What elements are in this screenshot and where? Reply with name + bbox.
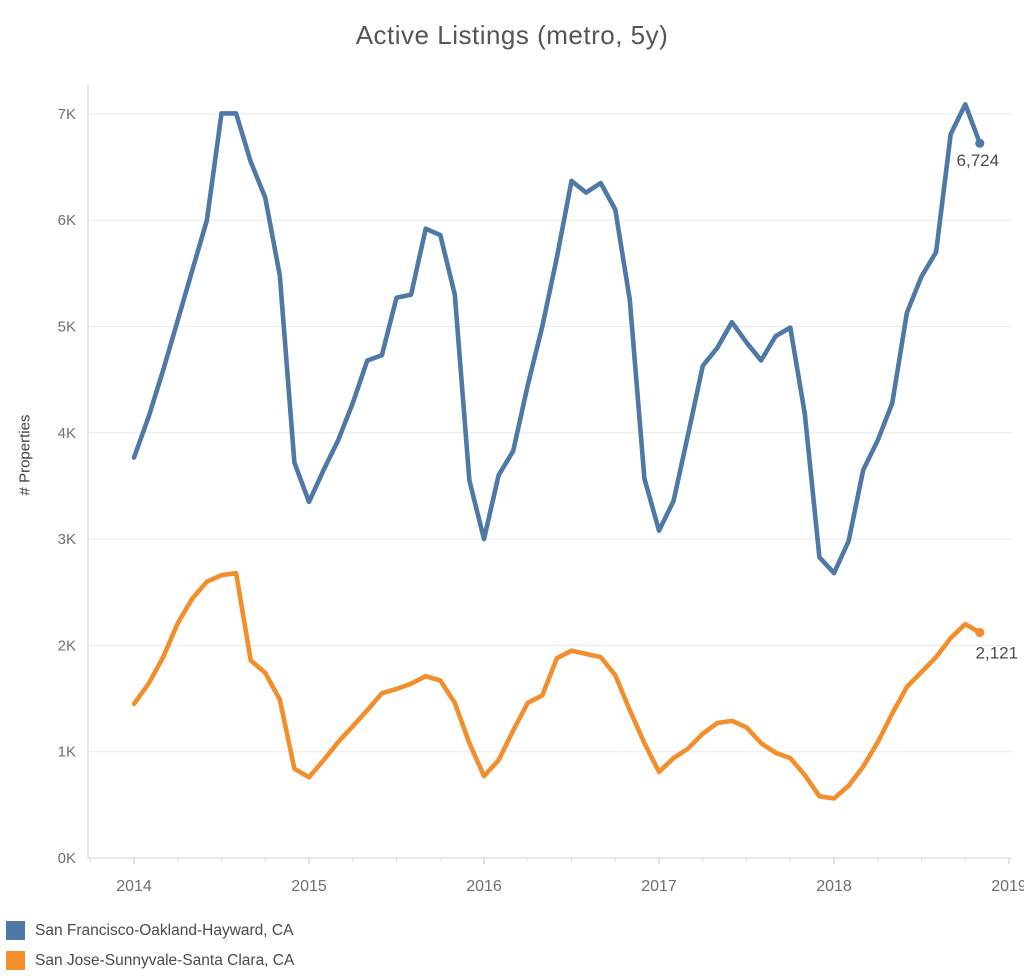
y-tick-label-3K: 3K [58, 531, 76, 548]
legend-label-san-francisco: San Francisco-Oakland-Hayward, CA [35, 921, 294, 939]
legend-swatch-san-jose [6, 951, 25, 970]
end-label-sf: 6,724 [957, 151, 1000, 170]
x-tick-label-2015: 2015 [291, 878, 327, 895]
x-tick-label-2018: 2018 [816, 878, 852, 895]
x-tick-label-2016: 2016 [466, 878, 502, 895]
legend-swatch-san-francisco [6, 921, 25, 940]
x-tick-label-2019: 2019 [991, 878, 1024, 895]
legend-label-san-jose: San Jose-Sunnyvale-Santa Clara, CA [35, 951, 295, 969]
y-tick-label-4K: 4K [58, 425, 76, 442]
legend-item-san-jose[interactable]: San Jose-Sunnyvale-Santa Clara, CA [6, 951, 294, 970]
end-dot-sf[interactable] [975, 138, 985, 148]
end-label-sj: 2,121 [976, 644, 1019, 663]
y-tick-label-0K: 0K [58, 850, 76, 867]
x-tick-label-2017: 2017 [641, 878, 677, 895]
legend: San Francisco-Oakland-Hayward, CA San Jo… [6, 921, 294, 980]
x-tick-label-2014: 2014 [116, 878, 152, 895]
series-line-sf[interactable] [131, 102, 983, 576]
chart-title: Active Listings (metro, 5y) [355, 20, 669, 50]
y-tick-label-6K: 6K [58, 212, 76, 229]
series-line-sj[interactable] [131, 570, 983, 801]
chart-canvas: 2014 2015 2016 2017 2018 2019 0K 1K 2K 3K 4K 5K 6K 7K… [58, 85, 1024, 895]
y-tick-label-5K: 5K [58, 319, 76, 336]
y-tick-label-2K: 2K [58, 637, 76, 654]
end-dot-sj[interactable] [975, 627, 985, 638]
legend-item-san-francisco[interactable]: San Francisco-Oakland-Hayward, CA [6, 921, 294, 940]
y-tick-label-7K: 7K [58, 106, 76, 123]
y-tick-label-1K: 1K [58, 744, 76, 761]
